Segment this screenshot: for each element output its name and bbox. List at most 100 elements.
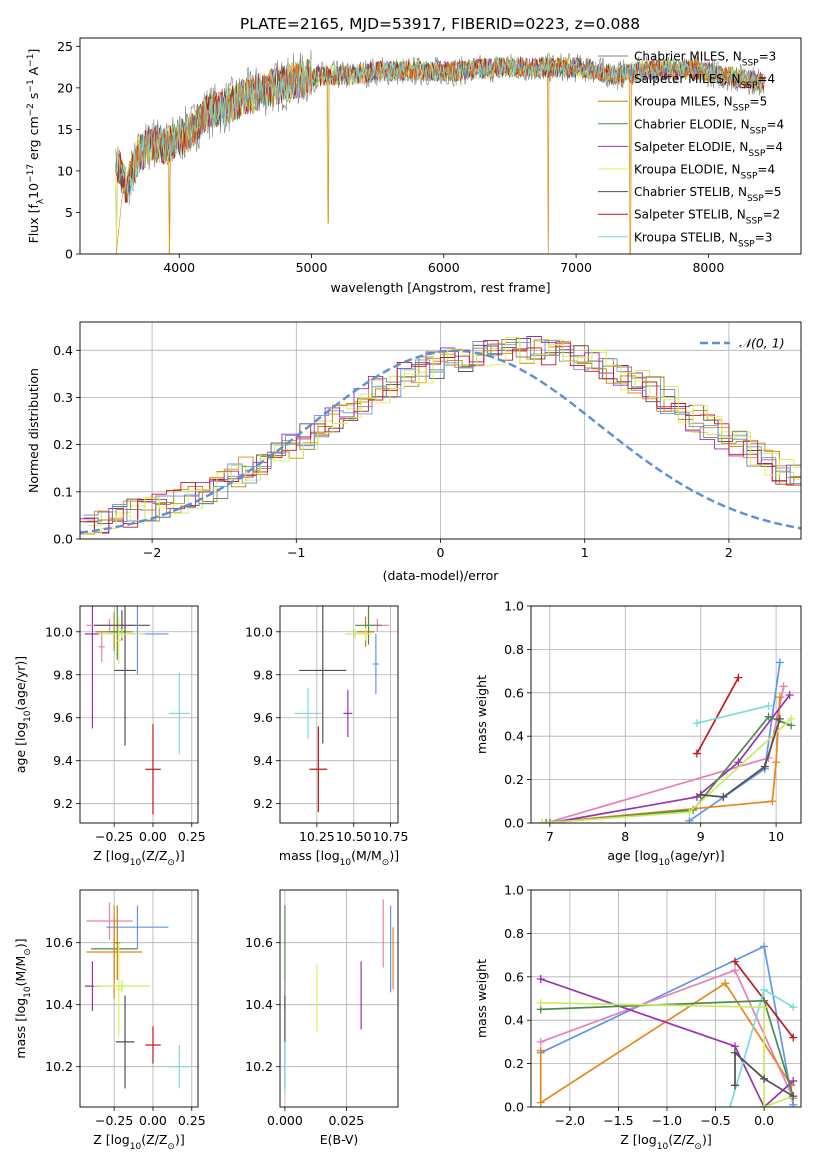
weight-marker: [789, 1092, 798, 1101]
errorbar-point: [115, 616, 122, 665]
legend-label: Kroupa MILES, NSSP=5: [634, 95, 767, 114]
y-axis-label-part: ]: [26, 49, 41, 54]
axes-frame: [279, 889, 399, 1108]
y-tick-label: 15: [57, 122, 73, 137]
y-tick-label: 9.8: [253, 667, 273, 682]
legend-label-part: =4: [757, 163, 775, 177]
legend-label-part: =2: [763, 208, 781, 222]
gaussian-curve: [80, 349, 801, 534]
axes-frame: [79, 321, 802, 540]
legend-label: Salpeter STELIB, NSSP=2: [634, 208, 780, 227]
x-axis-label-part: ⊙: [167, 1142, 175, 1152]
x-axis-label: wavelength [Angstrom, rest frame]: [330, 280, 550, 295]
legend-label: 𝒩(0, 1): [739, 336, 785, 351]
y-tick-label: 0.0: [504, 1100, 524, 1115]
axes-frame: [79, 889, 199, 1108]
x-axis-label-part: (Z/Z: [141, 1132, 167, 1147]
y-tick-label: 0.3: [53, 390, 73, 405]
errorbar-point: [98, 631, 105, 662]
x-tick-label: −1.0: [652, 1113, 682, 1128]
legend-label-part: SSP: [738, 239, 755, 249]
y-axis-label-part: s: [26, 93, 41, 104]
x-axis-label-part: )]: [175, 848, 185, 863]
x-tick-label: −1: [287, 545, 305, 560]
y-tick-label: 0.4: [53, 343, 73, 358]
legend-label-part: SSP: [747, 194, 764, 204]
x-tick-label: −0.25: [95, 1113, 133, 1128]
x-axis-label-part: E(B-V): [320, 1132, 359, 1147]
errorbar-point: [309, 726, 328, 813]
y-tick-label: 9.2: [53, 796, 73, 811]
y-tick-label: 0.1: [53, 484, 73, 499]
y-tick-label: 0.0: [53, 532, 73, 547]
x-axis-label-part: (M/M: [351, 848, 382, 863]
errorbar-point: [114, 606, 136, 746]
weight-marker: [789, 1033, 798, 1042]
y-axis-label-part: A: [26, 66, 41, 79]
x-axis-label-part: Z [log: [93, 1132, 129, 1147]
x-axis-label: Z [log10(Z/Z⊙)]: [620, 1132, 711, 1152]
weight-line: [539, 982, 793, 1105]
spectrum-line-salpeter-miles: [116, 56, 764, 254]
x-axis-label: age [log10(age/yr)]: [607, 848, 724, 868]
y-axis-label-part: −1: [26, 79, 36, 92]
errorbar-point: [299, 606, 347, 744]
errorbar-point: [168, 1045, 191, 1089]
y-axis-label-part: erg cm: [26, 116, 41, 164]
age-vs-z-plot-area: [84, 606, 191, 815]
y-tick-label: 20: [57, 80, 73, 95]
legend-label-part: =3: [755, 230, 773, 244]
weight-marker: [775, 714, 784, 723]
spectrum-plot-area: [115, 49, 766, 254]
legend-label: Kroupa STELIB, NSSP=3: [634, 230, 772, 249]
weight-marker: [789, 1076, 798, 1085]
x-axis-label-part: ⊙: [167, 858, 175, 868]
weight-vs-age-plot-area: [538, 658, 796, 823]
y-axis-label-part: −1: [26, 54, 36, 67]
y-axis-label: Normed distribution: [26, 368, 41, 493]
weight-series: [536, 979, 796, 1107]
weight-marker: [730, 1081, 739, 1090]
y-axis-label-part: mass [log: [13, 998, 28, 1059]
legend-label: Salpeter ELODIE, NSSP=4: [634, 140, 783, 159]
x-tick-label: 6000: [428, 260, 460, 275]
y-tick-label: 0.4: [504, 1013, 524, 1028]
y-tick-label: 10.6: [45, 935, 73, 950]
x-tick-label: 8: [621, 829, 629, 844]
errorbar-point: [294, 687, 322, 740]
weight-vs-z-panel: −2.0 −1.5 −1.0 −0.5 0.0 0.0 0.2 0.4 0.6 0.8 1.0 Z […: [474, 883, 802, 1152]
legend-label: Chabrier MILES, NSSP=3: [634, 50, 776, 69]
x-tick-label: −0.5: [700, 1113, 730, 1128]
weight-series: [730, 1048, 798, 1101]
weight-marker: [538, 819, 547, 823]
y-axis-label-part: −2: [26, 103, 36, 116]
x-axis-label-part: Z [log: [620, 1132, 656, 1147]
weight-marker: [789, 1003, 798, 1012]
legend-label-part: Chabrier STELIB, N: [634, 185, 747, 199]
x-axis-label-part: Z [log: [93, 848, 129, 863]
weight-line: [540, 978, 794, 1107]
y-axis-label-part: ⊙: [23, 948, 33, 956]
legend-label-part: Salpeter ELODIE, N: [634, 140, 748, 154]
spectrum-legend: Chabrier MILES, NSSP=3 Salpeter MILES, N S…: [598, 50, 784, 249]
x-tick-label: 10.75: [373, 829, 409, 844]
errorbar-point: [145, 1026, 161, 1064]
axes-frame: [79, 605, 199, 824]
x-tick-label: 0.00: [139, 829, 167, 844]
weight-series: [542, 682, 788, 823]
x-tick-label: 2: [725, 545, 733, 560]
x-tick-label: 4000: [163, 260, 195, 275]
errorbar-point: [115, 942, 122, 1036]
legend-label-part: =4: [766, 117, 784, 131]
legend-label: Chabrier STELIB, NSSP=5: [634, 185, 782, 204]
legend-label-part: Salpeter MILES, N: [634, 72, 741, 86]
mass-vs-z-plot-area: [84, 902, 191, 1089]
x-tick-label: 0.000: [267, 1113, 303, 1128]
errorbar-point: [355, 606, 382, 645]
weight-marker: [692, 749, 701, 758]
errorbar-point: [114, 905, 121, 980]
y-tick-label: 1.0: [504, 599, 524, 614]
weight-marker: [760, 1074, 769, 1083]
